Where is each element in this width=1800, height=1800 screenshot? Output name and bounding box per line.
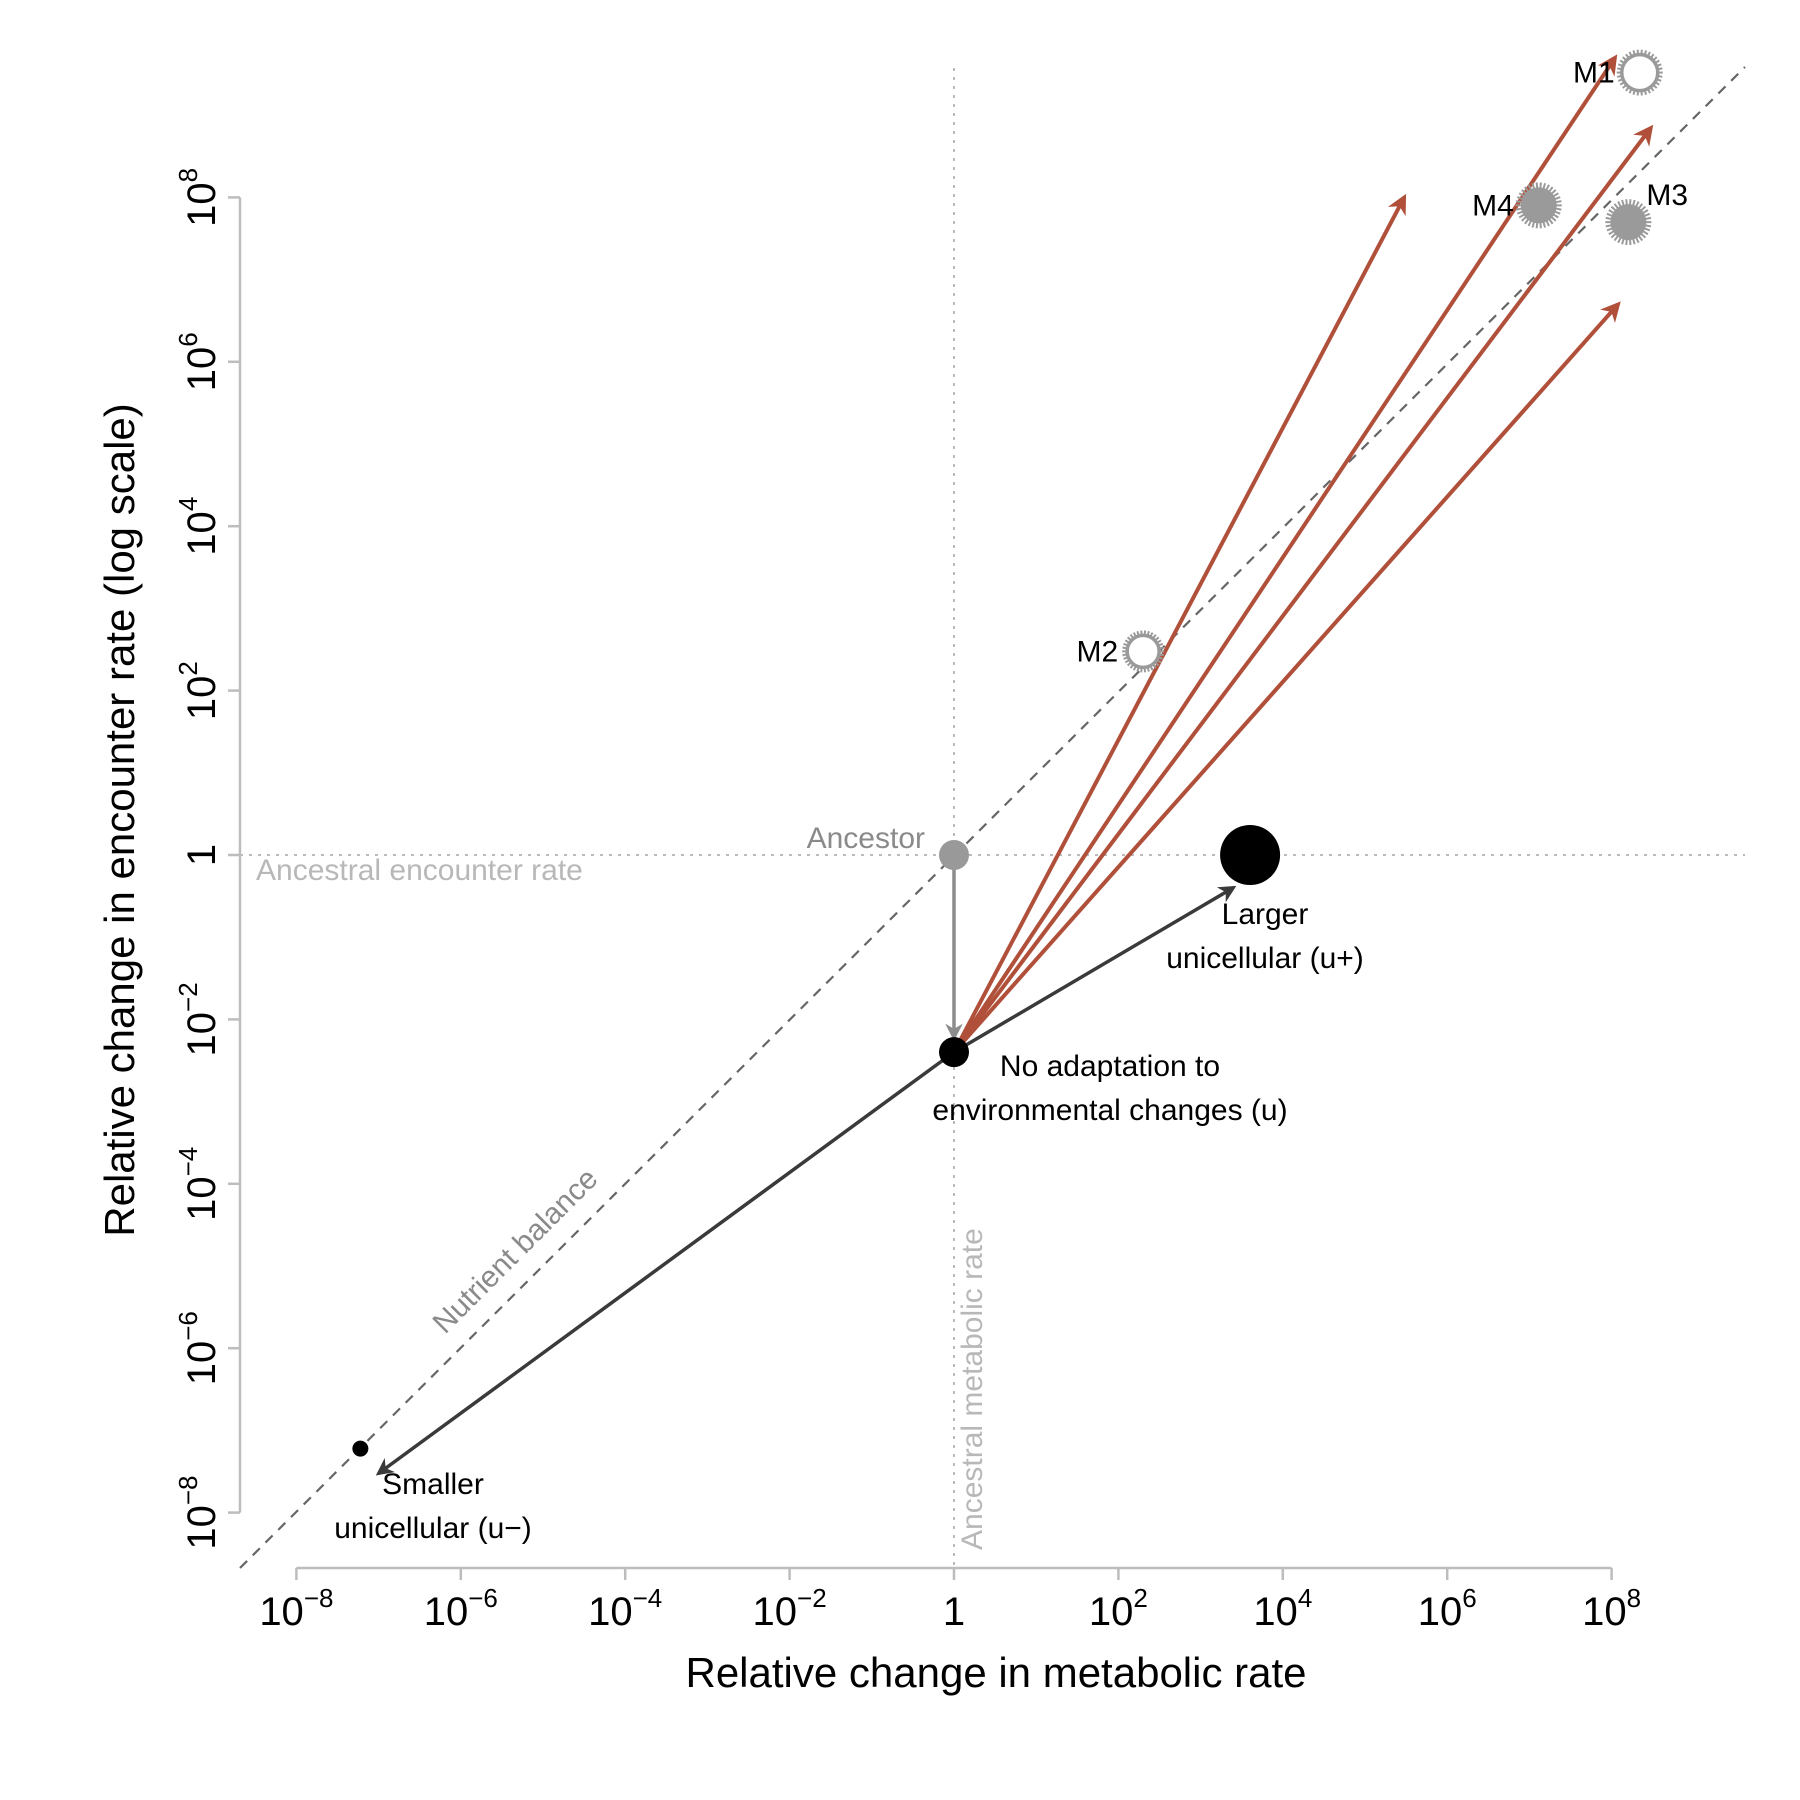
m3-label: M3 <box>1646 179 1688 212</box>
arrow-3 <box>375 1050 956 1476</box>
ancestral-encounter-label: Ancestral encounter rate <box>256 854 583 887</box>
y-tick-label: 102 <box>173 661 224 720</box>
y-tick-label: 10−4 <box>173 1147 224 1221</box>
reference-lines <box>239 66 1746 1569</box>
multicellular-markers <box>1122 49 1663 673</box>
point-label-4: Smaller unicellular (u−) <box>334 1468 532 1545</box>
y-tick-label: 10−8 <box>173 1476 224 1550</box>
x-tick-label: 10−6 <box>424 1583 498 1634</box>
x-tick-label: 104 <box>1253 1583 1312 1634</box>
m3-marker <box>1605 199 1652 246</box>
ancestral-metabolic-label: Ancestral metabolic rate <box>956 1228 989 1550</box>
arrow-6 <box>952 124 1654 1054</box>
y-tick-label: 10−6 <box>173 1311 224 1385</box>
arrows <box>375 54 1654 1476</box>
point-4 <box>352 1440 369 1457</box>
point-2 <box>939 1037 969 1068</box>
m1-marker <box>1616 49 1663 96</box>
y-tick-label: 104 <box>173 497 224 556</box>
nutrient-balance-label: Nutrient balance <box>427 1162 605 1340</box>
m4-marker <box>1515 182 1562 229</box>
m2-label: M2 <box>1076 635 1118 668</box>
point-label-3: Larger unicellular (u+) <box>1166 898 1364 975</box>
axes: 10−8 10−6 10−4 10−2 1 102 104 106 108 10−8 10−6 10−… <box>173 168 1641 1634</box>
arrow-7 <box>952 301 1621 1054</box>
x-tick-label: 1 <box>943 1590 965 1634</box>
y-tick-label: 1 <box>180 844 224 866</box>
point-label-1: Ancestor <box>807 822 925 855</box>
x-tick-label: 102 <box>1089 1583 1148 1634</box>
nutrient-balance-line <box>239 66 1746 1569</box>
m1-label: M1 <box>1573 57 1615 90</box>
y-tick-label: 108 <box>173 168 224 227</box>
m4-label: M4 <box>1472 189 1514 222</box>
arrow-2 <box>953 885 1237 1054</box>
x-tick-label: 108 <box>1582 1583 1641 1634</box>
arrow-5 <box>952 54 1618 1054</box>
y-tick-label: 106 <box>173 332 224 391</box>
y-tick-label: 10−2 <box>173 982 224 1056</box>
x-tick-label: 10−2 <box>753 1583 827 1634</box>
arrow-4 <box>952 193 1407 1054</box>
m2-marker <box>1122 630 1165 673</box>
points <box>352 825 1281 1457</box>
labels: Ancestral encounter rate Ancestral metabo… <box>256 57 1688 1550</box>
y-axis-title: Relative change in encounter rate (log s… <box>96 403 143 1236</box>
x-axis-title: Relative change in metabolic rate <box>685 1649 1306 1696</box>
point-1 <box>939 840 969 870</box>
x-tick-label: 10−4 <box>588 1583 662 1634</box>
x-tick-label: 10−8 <box>259 1583 333 1634</box>
x-tick-label: 106 <box>1418 1583 1477 1634</box>
point-3 <box>1220 825 1281 885</box>
point-label-2: No adaptation to environmental changes (u… <box>932 1050 1287 1127</box>
